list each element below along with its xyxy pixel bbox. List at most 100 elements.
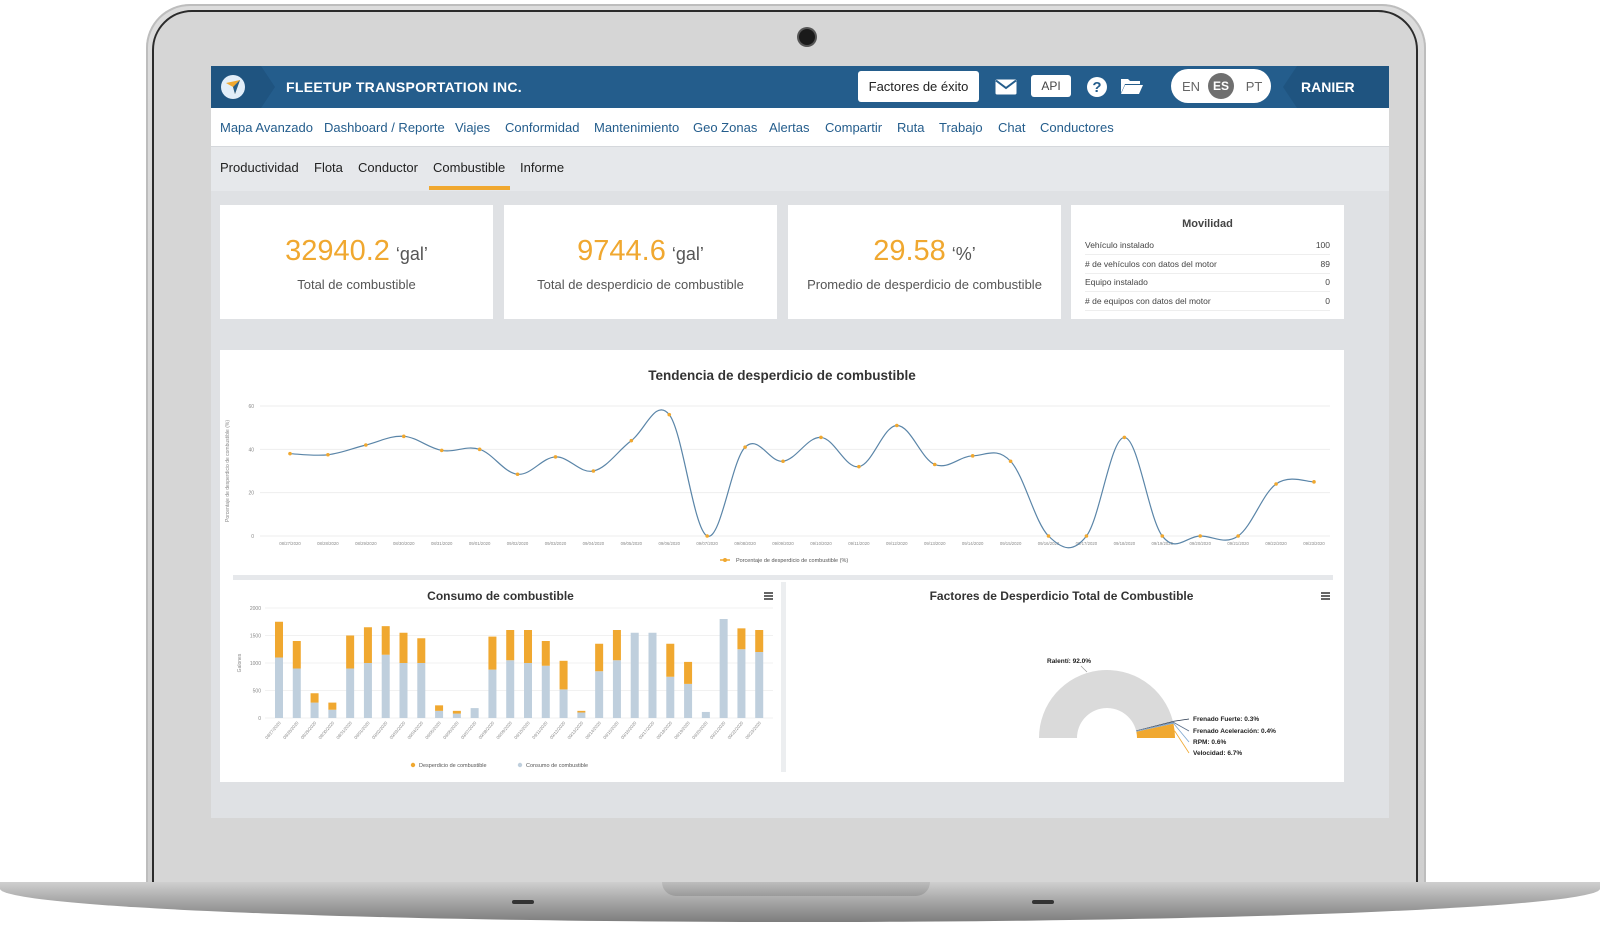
waste-bar (612, 630, 621, 661)
consumption-bar (577, 712, 586, 718)
waste-bar (737, 628, 746, 650)
waste-bar (506, 630, 515, 661)
x-tick-label: 09/04/2020 (583, 541, 605, 546)
tab-report[interactable]: Informe (520, 160, 565, 175)
x-tick-label: 09/04/2020 (406, 720, 424, 740)
consumption-bar (506, 660, 515, 718)
x-tick-label: 09/16/2020 (1038, 541, 1060, 546)
consumption-chart: 0 500 1000 1500 2000 Galones 08/27/2020 08/28/2… (237, 606, 773, 769)
trend-data-point (932, 462, 937, 467)
main-nav: Mapa Avanzado Dashboard / Reporte Viajes… (211, 108, 1389, 147)
y-tick-label: 500 (253, 689, 262, 695)
app-screen: FLEETUP TRANSPORTATION INC. Factores de … (211, 66, 1389, 818)
nav-route[interactable]: Ruta (897, 120, 925, 135)
stat-label: Promedio de desperdicio de combustible (807, 277, 1042, 292)
x-tick-label: 09/23/2020 (1303, 541, 1325, 546)
x-tick-label: 09/13/2020 (566, 720, 584, 740)
x-tick-label: 08/27/2020 (264, 720, 282, 740)
x-tick-label: 09/14/2020 (962, 541, 984, 546)
consumption-bar (737, 649, 746, 718)
waste-bar (595, 643, 604, 672)
user-tab[interactable] (1283, 66, 1389, 108)
nav-share[interactable]: Compartir (825, 120, 883, 135)
waste-bar (310, 693, 319, 703)
nav-work[interactable]: Trabajo (939, 120, 983, 135)
logo-arrow (261, 66, 275, 108)
pie-label: RPM: 0.6% (1193, 739, 1226, 746)
waste-bar (577, 710, 586, 713)
tab-fuel[interactable]: Combustible (433, 160, 506, 175)
nav-chat[interactable]: Chat (998, 120, 1026, 135)
nav-drivers[interactable]: Conductores (1040, 120, 1114, 135)
consumption-menu-icon[interactable] (764, 592, 773, 600)
consumption-bar (470, 708, 479, 718)
x-tick-label: 09/22/2020 (1265, 541, 1287, 546)
trend-data-point (1312, 480, 1316, 484)
x-tick-label: 09/18/2020 (655, 720, 673, 740)
language-switcher: EN ES PT (1171, 69, 1271, 103)
trend-data-point (1008, 459, 1013, 464)
trend-data-point (553, 455, 558, 459)
folder-icon[interactable] (1120, 77, 1144, 100)
pie-connector (1172, 718, 1190, 722)
consumption-bar (648, 632, 657, 718)
trend-data-point (591, 469, 596, 473)
trend-data-point (1236, 534, 1240, 538)
help-icon[interactable]: ? (1087, 77, 1107, 97)
trend-series-line (289, 409, 1315, 549)
consumption-bar (701, 711, 710, 718)
trend-data-point (1198, 534, 1203, 538)
nav-trips[interactable]: Viajes (455, 120, 491, 135)
nav-advanced-map[interactable]: Mapa Avanzado (220, 120, 313, 135)
x-tick-label: 09/13/2020 (924, 541, 946, 546)
nav-dashboard-report[interactable]: Dashboard / Reporte (324, 120, 445, 135)
webcam-icon (799, 29, 815, 45)
consumption-bar (417, 663, 426, 718)
legend-consumption: Consumo de combustible (526, 763, 588, 769)
trend-chart: 0 20 40 60 Porcentaje de desperdicio de comb… (225, 404, 1330, 564)
consumption-bar (328, 709, 337, 718)
nav-alerts[interactable]: Alertas (769, 120, 810, 135)
trend-data-point (515, 472, 520, 477)
mobility-row: Equipo instalado 0 (1085, 273, 1330, 292)
mobility-row: # de equipos con datos del motor 0 (1085, 292, 1330, 311)
consumption-bar (541, 665, 550, 718)
mobility-row-value: 100 (1315, 240, 1330, 250)
nav-compliance[interactable]: Conformidad (505, 120, 580, 135)
x-tick-label: 08/27/2020 (279, 541, 301, 546)
consumption-bar (363, 663, 372, 718)
language-pt[interactable]: PT (1245, 78, 1263, 94)
language-es[interactable]: ES (1208, 73, 1234, 99)
language-en[interactable]: EN (1181, 78, 1201, 94)
x-tick-label: 09/10/2020 (513, 720, 531, 740)
nav-geo-zones[interactable]: Geo Zonas (693, 120, 758, 135)
stat-card-fuel-waste: 9744.6 ‘gal’ Total de desperdicio de comb… (504, 205, 777, 319)
fleetup-logo-icon[interactable] (221, 75, 245, 99)
trend-data-point (477, 447, 482, 452)
success-factors-button[interactable]: Factores de éxito (858, 71, 979, 102)
consumption-bar (381, 654, 390, 718)
x-tick-label: 09/06/2020 (659, 541, 681, 546)
tab-driver[interactable]: Conductor (358, 160, 418, 175)
trend-data-point (401, 434, 406, 439)
waste-bar (755, 630, 764, 652)
mobility-row-label: # de vehículos con datos del motor (1085, 259, 1217, 269)
x-tick-label: 09/02/2020 (507, 541, 529, 546)
x-tick-label: 09/15/2020 (1000, 541, 1022, 546)
tab-productivity[interactable]: Productividad (220, 160, 299, 175)
trend-data-point (1046, 534, 1051, 538)
waste-bar (524, 630, 533, 663)
waste-bar (292, 641, 301, 669)
api-button[interactable]: API (1031, 75, 1071, 97)
y-tick-label: 2000 (250, 606, 261, 612)
nav-maintenance[interactable]: Mantenimiento (594, 120, 680, 135)
user-name[interactable]: RANIER (1301, 79, 1355, 95)
pie-label: Velocidad: 6.7% (1193, 750, 1242, 757)
tab-fleet[interactable]: Flota (314, 160, 343, 175)
y-tick-label: 1000 (250, 661, 261, 667)
waste-bar (346, 635, 355, 669)
mail-icon[interactable] (995, 79, 1017, 100)
waste-factors-menu-icon[interactable] (1321, 592, 1330, 600)
waste-bar (684, 661, 693, 684)
stat-label: Total de desperdicio de combustible (537, 277, 744, 292)
